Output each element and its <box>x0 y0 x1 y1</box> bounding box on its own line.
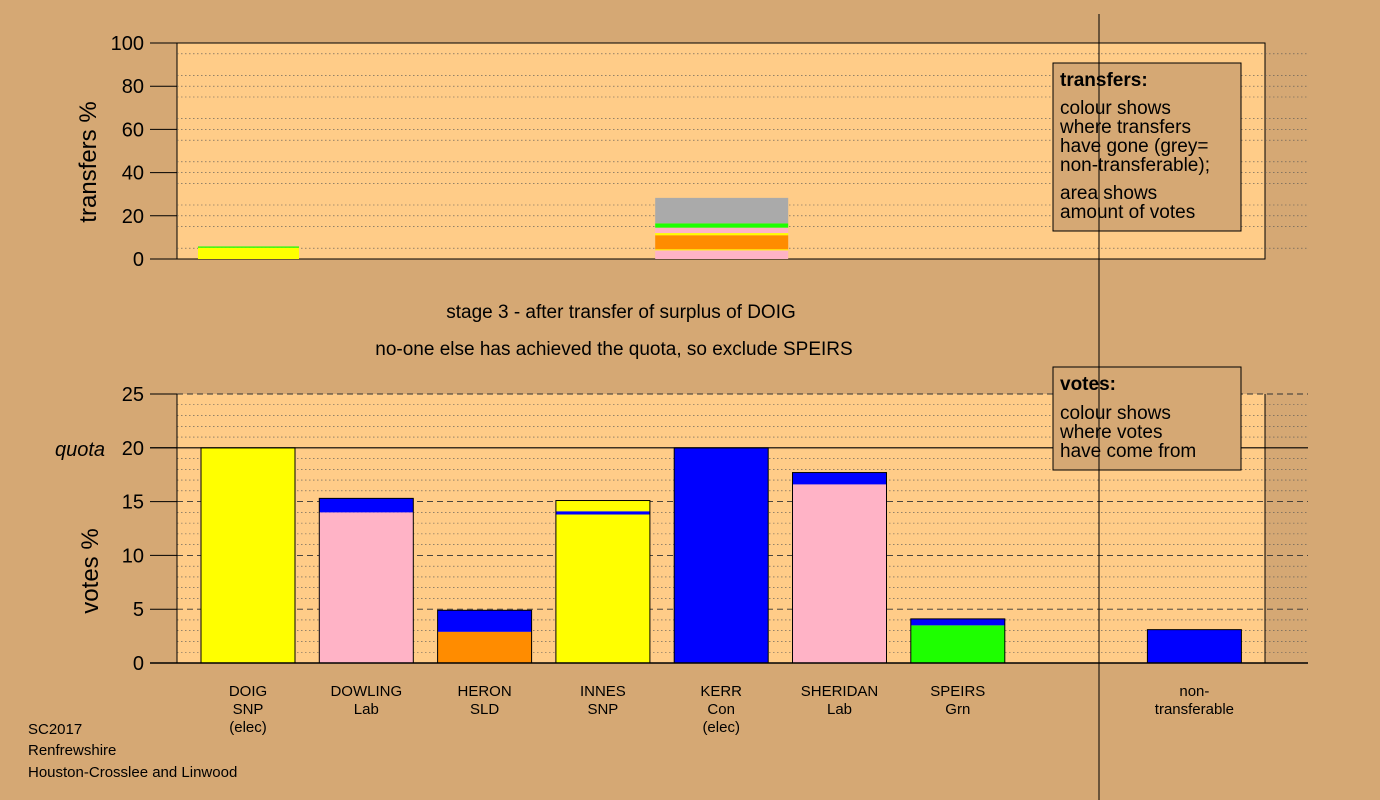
footer-council: Renfrewshire <box>28 742 116 759</box>
transfer-bar-segment <box>198 247 299 259</box>
vote-bar-segment <box>1147 629 1242 663</box>
votes-tick-label: 5 <box>133 599 144 621</box>
transfers-legend-line: have gone (grey= <box>1060 136 1208 157</box>
candidate-label: SNP <box>233 701 264 718</box>
transfers-legend: transfers: colour shows where transfers … <box>1052 62 1242 232</box>
votes-bars <box>200 447 1242 664</box>
candidate-label: SNP <box>587 701 618 718</box>
candidate-label: HERON <box>458 683 512 700</box>
transfers-legend-line: colour shows <box>1060 98 1171 119</box>
votes-legend-line: where votes <box>1059 422 1162 443</box>
votes-tick-label: 15 <box>122 492 144 514</box>
candidate-label: DOIG <box>229 683 267 700</box>
votes-tick-label: 20 <box>122 438 144 460</box>
transfers-tick-label: 0 <box>133 249 144 271</box>
candidate-label: (elec) <box>702 719 740 736</box>
candidate-label: non- <box>1179 683 1209 700</box>
votes-axis: 0 5 10 15 20 25 <box>122 384 1308 675</box>
vote-bar-segment <box>555 500 650 512</box>
votes-tick-label: 10 <box>122 545 144 567</box>
transfers-tick-label: 60 <box>122 119 144 141</box>
vote-bar-segment <box>201 447 295 663</box>
transfer-bar-segment <box>655 227 789 234</box>
vote-bar-segment <box>437 610 532 632</box>
transfer-bar-segment <box>655 223 789 228</box>
vote-bar-segment <box>910 625 1005 663</box>
vote-bar-segment <box>792 484 887 663</box>
transfers-y-label: transfers % <box>75 101 102 222</box>
candidate-label: Con <box>707 701 735 718</box>
transfers-tick-label: 20 <box>122 206 144 228</box>
votes-legend: votes: colour shows where votes have com… <box>1052 366 1242 471</box>
transfers-legend-line: non-transferable); <box>1060 155 1210 176</box>
transfer-bar-segment <box>198 246 299 248</box>
transfers-tick-label: 100 <box>111 33 144 55</box>
votes-category-labels: DOIGSNP(elec)DOWLINGLabHERONSLDINNESSNPK… <box>229 683 1234 736</box>
vote-bar-segment <box>555 514 650 663</box>
votes-legend-title: votes: <box>1060 374 1116 395</box>
candidate-label: INNES <box>580 683 626 700</box>
transfer-bar-segment <box>655 250 789 259</box>
vote-bar-segment <box>437 631 532 663</box>
transfers-axis: 0 20 40 60 80 100 <box>111 33 177 271</box>
transfers-tick-label: 40 <box>122 163 144 185</box>
footer-ward: Houston-Crosslee and Linwood <box>28 764 237 781</box>
vote-bar-segment <box>319 512 414 663</box>
stage-title: stage 3 - after transfer of surplus of D… <box>446 302 796 323</box>
candidate-label: SPEIRS <box>930 683 985 700</box>
vote-bar-segment <box>319 498 414 513</box>
votes-tick-label: 25 <box>122 384 144 406</box>
transfers-legend-line: area shows <box>1060 183 1157 204</box>
vote-bar-segment <box>674 447 769 663</box>
candidate-label: Grn <box>945 701 970 718</box>
transfers-legend-line: amount of votes <box>1060 202 1195 223</box>
footer-election: SC2017 <box>28 721 82 738</box>
transfers-legend-title: transfers: <box>1060 70 1148 91</box>
candidate-label: KERR <box>700 683 742 700</box>
transfer-bar-segment <box>655 197 789 224</box>
transfer-bar-segment <box>655 249 789 251</box>
candidate-label: SHERIDAN <box>801 683 879 700</box>
votes-legend-line: colour shows <box>1060 403 1171 424</box>
quota-label: quota <box>55 439 105 461</box>
vote-bar-segment <box>555 511 650 515</box>
transfers-tick-label: 80 <box>122 76 144 98</box>
vote-bar-segment <box>910 618 1005 626</box>
votes-y-label: votes % <box>77 528 104 613</box>
candidate-label: (elec) <box>229 719 267 736</box>
candidate-label: DOWLING <box>330 683 402 700</box>
candidate-label: Lab <box>827 701 852 718</box>
votes-tick-label: 0 <box>133 653 144 675</box>
transfer-bar-segment <box>655 235 789 250</box>
vote-bar-segment <box>792 472 887 485</box>
candidate-label: Lab <box>354 701 379 718</box>
stage-subtitle: no-one else has achieved the quota, so e… <box>375 339 852 360</box>
transfers-legend-line: where transfers <box>1059 117 1191 138</box>
candidate-label: SLD <box>470 701 499 718</box>
candidate-label: transferable <box>1155 701 1234 718</box>
transfer-bar-segment <box>655 233 789 236</box>
transfers-bars <box>198 197 789 259</box>
votes-legend-line: have come from <box>1060 441 1196 462</box>
